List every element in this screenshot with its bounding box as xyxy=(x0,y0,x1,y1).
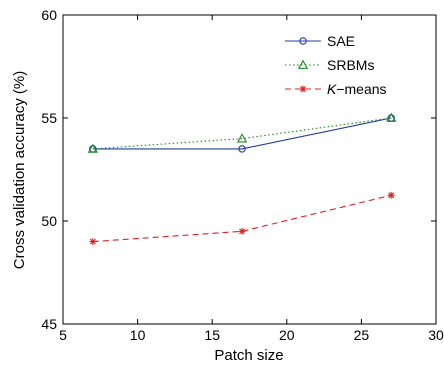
legend-label: K−means xyxy=(327,81,387,97)
legend-label: SAE xyxy=(327,33,355,49)
legend-label: SRBMs xyxy=(327,57,374,73)
x-tick-label: 20 xyxy=(279,327,295,343)
data-point xyxy=(238,145,246,153)
asterisk-stroke xyxy=(300,86,306,92)
y-tick-label: 50 xyxy=(41,213,57,229)
series-2 xyxy=(89,191,395,245)
data-point xyxy=(89,238,97,245)
y-tick-label: 55 xyxy=(41,110,57,126)
asterisk-stroke xyxy=(388,192,395,199)
y-axis-label: Cross validation accuracy (%) xyxy=(11,71,28,269)
x-tick-label: 10 xyxy=(130,327,146,343)
plot-area xyxy=(62,14,437,325)
x-axis-label: Patch size xyxy=(214,347,283,364)
x-tick-label: 25 xyxy=(354,327,370,343)
data-point xyxy=(87,143,98,153)
legend: SAE SRBMs K−means xyxy=(285,33,387,97)
x-tick-label: 5 xyxy=(59,327,67,343)
data-point xyxy=(238,227,246,235)
series-layer xyxy=(87,112,397,245)
y-axis: 45 50 55 60 xyxy=(41,7,436,332)
data-point xyxy=(297,59,309,69)
data-point xyxy=(299,37,307,45)
asterisk-stroke xyxy=(239,228,245,235)
x-tick-label: 30 xyxy=(428,327,444,343)
series-line xyxy=(92,194,392,243)
data-point xyxy=(387,191,395,199)
y-tick-label: 45 xyxy=(41,316,57,332)
data-point xyxy=(236,133,248,143)
asterisk-stroke xyxy=(89,238,96,245)
data-point xyxy=(386,112,397,122)
x-axis: 5 10 15 20 25 30 xyxy=(59,15,444,343)
series-line xyxy=(92,117,392,150)
data-point xyxy=(299,85,307,93)
x-tick-label: 15 xyxy=(204,327,220,343)
series-1 xyxy=(87,112,397,153)
y-tick-label: 60 xyxy=(41,7,57,23)
